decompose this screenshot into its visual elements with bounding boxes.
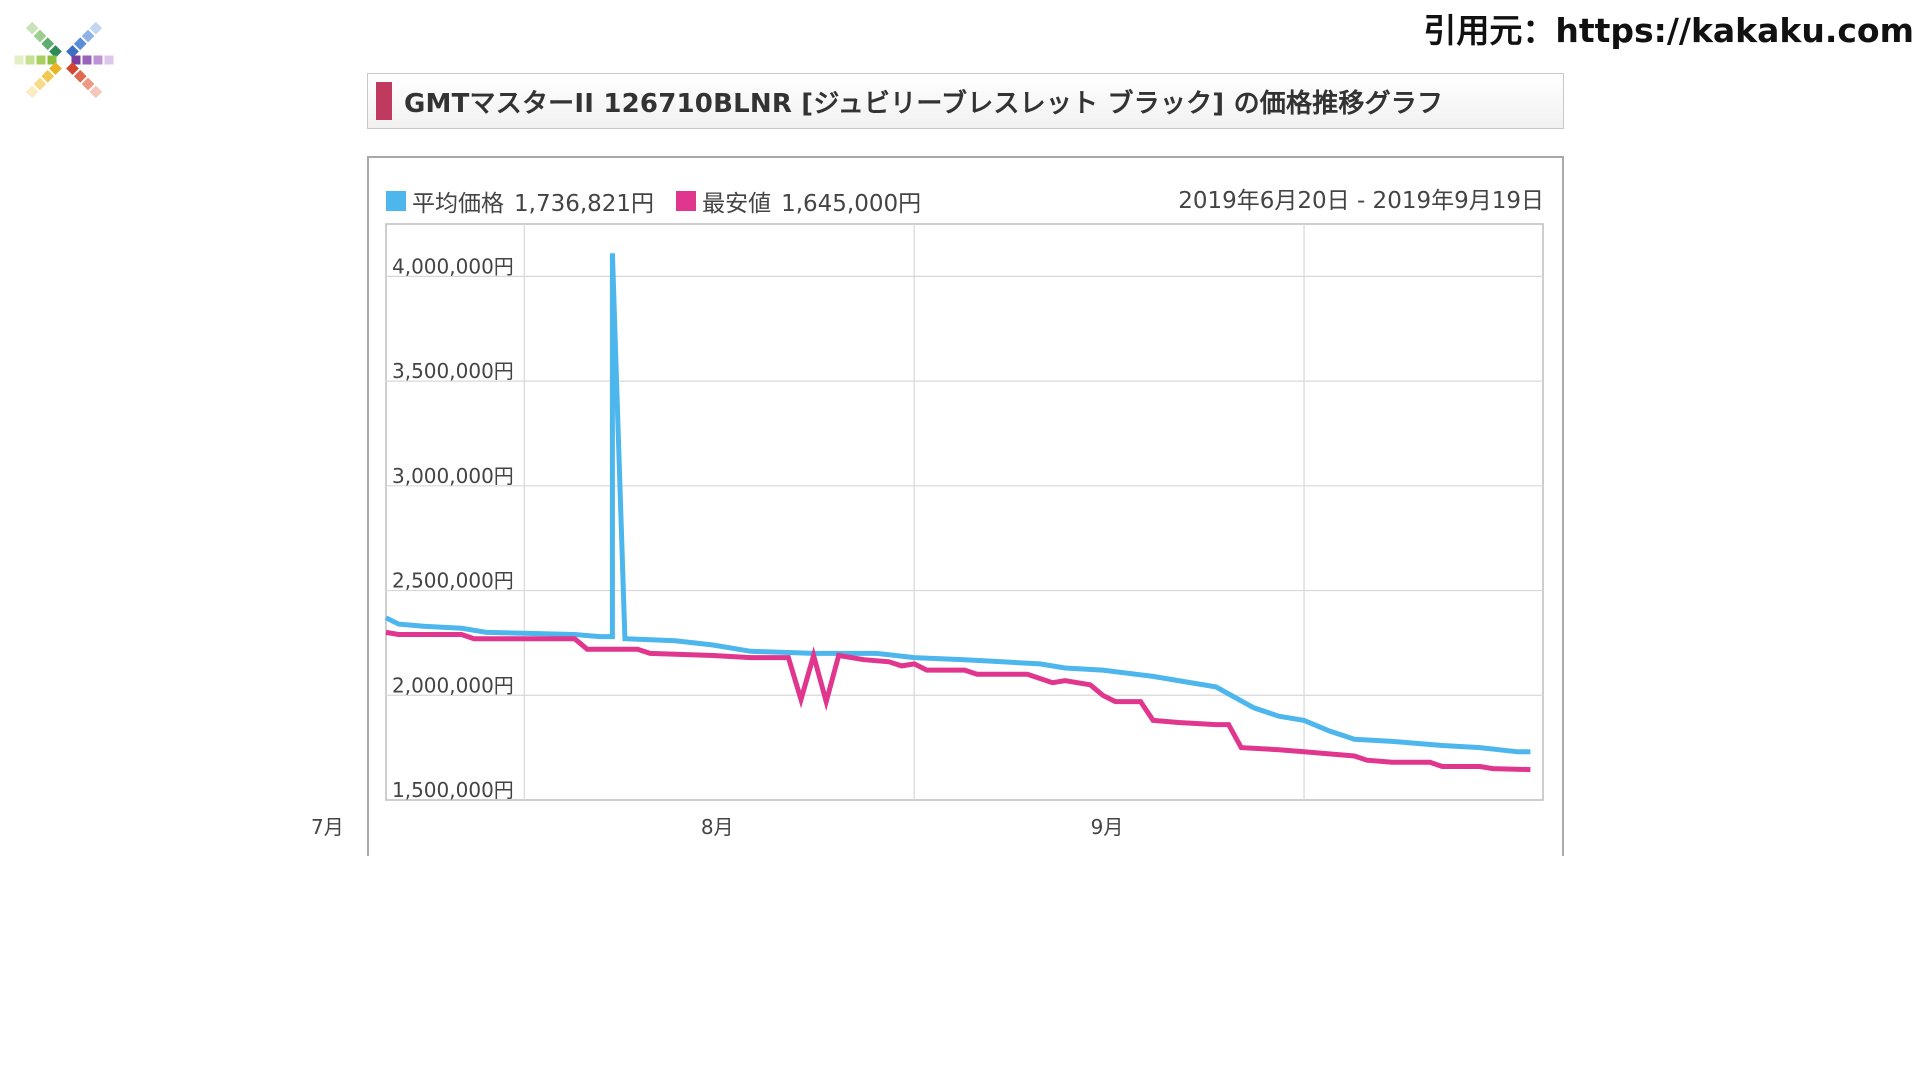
legend-item-average: 平均価格 1,736,821円 xyxy=(386,184,654,218)
x-tick-label: 9月 xyxy=(1091,815,1124,839)
y-tick-label: 3,500,000円 xyxy=(392,359,514,383)
x-tick-label: 8月 xyxy=(701,815,734,839)
legend-item-minimum: 最安値 1,645,000円 xyxy=(676,184,921,218)
y-tick-label: 2,500,000円 xyxy=(392,569,514,593)
legend: 平均価格 1,736,821円 最安値 1,645,000円 xyxy=(386,184,943,218)
y-tick-label: 4,000,000円 xyxy=(392,254,514,278)
legend-swatch-average xyxy=(386,191,406,211)
legend-swatch-minimum xyxy=(676,191,697,211)
plot-area xyxy=(385,223,1544,801)
average-price-line xyxy=(384,253,1531,755)
legend-label-minimum: 最安値 xyxy=(702,191,772,217)
source-citation: 引用元：https://kakaku.com xyxy=(1423,11,1914,50)
legend-label-average: 平均価格 xyxy=(412,191,504,217)
y-tick-label: 2,000,000円 xyxy=(392,673,514,697)
chart-title: GMTマスターII 126710BLNR [ジュビリーブレスレット ブラック] … xyxy=(404,88,1444,119)
date-range: 2019年6月20日 - 2019年9月19日 xyxy=(1178,188,1544,214)
title-accent-bar xyxy=(376,82,392,120)
chart-title-box: GMTマスターII 126710BLNR [ジュビリーブレスレット ブラック] … xyxy=(367,73,1564,129)
y-tick-label: 1,500,000円 xyxy=(392,778,514,802)
lowest-price-line xyxy=(385,629,1531,773)
legend-value-minimum: 1,645,000円 xyxy=(781,191,922,217)
y-tick-label: 3,000,000円 xyxy=(392,464,514,488)
x-tick-label: 7月 xyxy=(311,815,344,839)
kakaku-logo-icon xyxy=(14,21,114,99)
legend-value-average: 1,736,821円 xyxy=(514,191,655,217)
